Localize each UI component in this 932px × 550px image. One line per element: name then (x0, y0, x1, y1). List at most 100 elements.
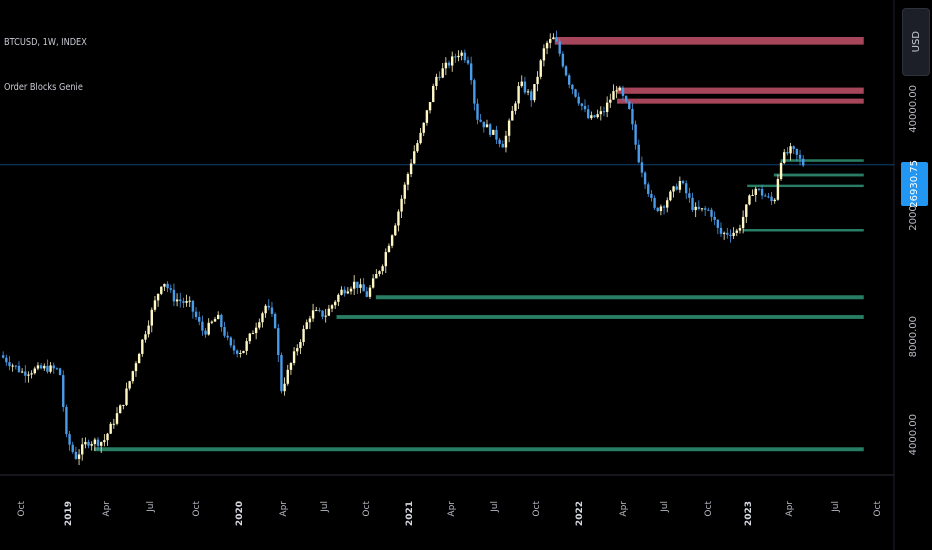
candle-up (391, 235, 393, 246)
candle-down (565, 66, 567, 75)
candle-down (8, 362, 10, 366)
candle-up (312, 310, 314, 318)
candle-up (290, 363, 292, 370)
x-tick-text: Apr (279, 501, 289, 517)
x-tick-text: Oct (532, 501, 542, 517)
candle-up (527, 91, 529, 92)
indicator-legend[interactable]: Order Blocks Genie (4, 82, 83, 93)
y-tick-text: 40000.00 (908, 85, 919, 133)
candle-down (356, 282, 358, 288)
candle-down (631, 109, 633, 124)
candle-down (195, 312, 197, 317)
candle-up (128, 381, 130, 388)
bullish-order-block (743, 229, 864, 232)
candle-down (584, 106, 586, 109)
candle-down (622, 88, 624, 96)
candle-up (94, 440, 96, 444)
candle-up (154, 300, 156, 309)
candle-up (546, 43, 548, 48)
candle-up (306, 322, 308, 329)
candle-up (426, 110, 428, 123)
candle-up (666, 200, 668, 207)
candle-up (445, 63, 447, 69)
candle-down (634, 124, 636, 144)
candle-up (347, 291, 349, 293)
candle-up (163, 284, 165, 287)
candle-up (505, 136, 507, 148)
candle-up (138, 354, 140, 363)
candle-up (252, 333, 254, 334)
candle-down (470, 63, 472, 80)
candle-up (615, 90, 617, 91)
x-tick-text: Oct (873, 501, 883, 517)
candle-down (767, 196, 769, 197)
candle-up (337, 295, 339, 302)
x-tick-text: Jul (490, 501, 500, 512)
candle-up (113, 424, 115, 425)
candle-down (559, 41, 561, 54)
candle-down (650, 194, 652, 198)
candle-up (11, 366, 13, 367)
candle-down (62, 375, 64, 407)
candle-down (498, 140, 500, 144)
candle-down (682, 181, 684, 183)
candle-up (457, 56, 459, 57)
candle-down (688, 193, 690, 197)
y-tick-label: 4000.00 (898, 414, 928, 454)
candle-up (745, 204, 747, 217)
candle-down (46, 366, 48, 372)
x-tick-label: Oct (347, 501, 387, 531)
candle-down (786, 152, 788, 153)
candle-up (328, 309, 330, 316)
x-tick-text: 2023 (744, 501, 754, 526)
x-tick-label: Apr (770, 501, 810, 531)
candle-down (473, 80, 475, 103)
order-blocks-layer (94, 37, 864, 451)
candle-up (302, 329, 304, 342)
candle-up (451, 56, 453, 65)
candle-down (5, 358, 7, 363)
candle-up (119, 405, 121, 413)
candle-up (780, 163, 782, 179)
candle-down (483, 122, 485, 128)
x-tick-text: 2022 (575, 501, 585, 526)
candle-up (435, 77, 437, 86)
x-tick-label: Oct (689, 501, 729, 531)
candle-down (438, 77, 440, 78)
candle-up (353, 282, 355, 289)
candle-up (245, 341, 247, 351)
candle-up (309, 318, 311, 322)
candle-up (264, 306, 266, 314)
candle-down (220, 315, 222, 327)
candle-up (81, 444, 83, 454)
x-tick-text: Apr (785, 501, 795, 517)
candle-down (97, 440, 99, 446)
candle-up (239, 353, 241, 354)
candle-down (799, 155, 801, 159)
symbol-legend[interactable]: BTCUSD, 1W, INDEX (4, 37, 87, 48)
candle-up (217, 315, 219, 319)
x-tick-label: Oct (177, 501, 217, 531)
candle-up (739, 228, 741, 230)
candle-down (581, 104, 583, 106)
candle-up (378, 271, 380, 274)
candle-up (397, 212, 399, 226)
candle-up (508, 121, 510, 136)
currency-button[interactable]: USD (902, 8, 930, 76)
x-tick-label: Apr (87, 501, 127, 531)
candle-down (24, 372, 26, 376)
candle-down (720, 228, 722, 234)
candle-up (116, 413, 118, 424)
candle-down (271, 307, 273, 313)
candle-down (657, 208, 659, 211)
bullish-order-block (781, 159, 864, 162)
candle-up (375, 274, 377, 278)
candle-down (59, 368, 61, 375)
candle-up (723, 233, 725, 234)
candle-down (87, 442, 89, 446)
candle-up (694, 207, 696, 210)
candle-up (789, 146, 791, 153)
candle-down (495, 130, 497, 140)
